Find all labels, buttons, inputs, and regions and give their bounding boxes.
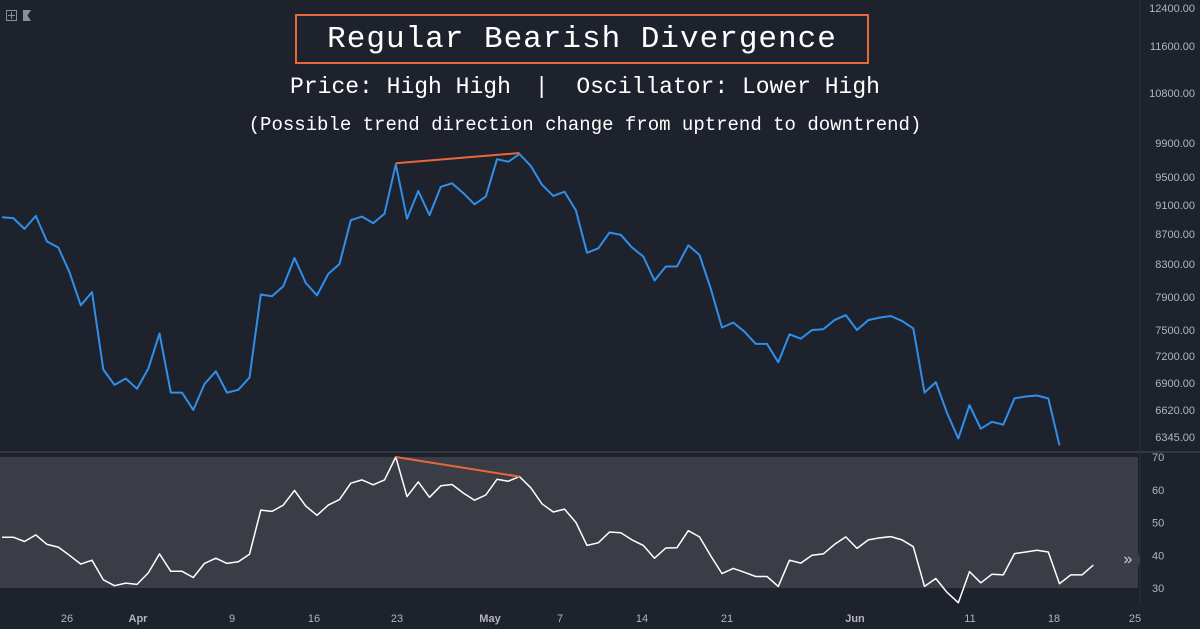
price-tick-label: 7200.00 [1155, 351, 1195, 363]
oscillator-tick-label: 60 [1152, 485, 1164, 497]
oscillator-band [0, 457, 1138, 588]
price-y-axis: 12400.00 11600.00 10800.00 9900.00 9500.00 91… [1149, 3, 1195, 444]
price-tick-label: 10800.00 [1149, 88, 1195, 100]
separator: | [534, 74, 549, 100]
time-tick-label: 18 [1048, 613, 1060, 625]
time-tick-label: 25 [1129, 613, 1141, 625]
price-line [1, 153, 1061, 446]
time-tick-label: 9 [229, 613, 235, 625]
time-tick-label: 7 [557, 613, 563, 625]
flag-icon[interactable] [23, 10, 31, 21]
time-tick-label: May [479, 613, 501, 625]
oscillator-series [1, 456, 1094, 604]
price-series [1, 153, 1061, 446]
oscillator-y-axis: 70 60 50 40 30 [1152, 452, 1164, 595]
time-tick-label: 14 [636, 613, 648, 625]
annotation-note: (Possible trend direction change from up… [248, 114, 922, 136]
annotation-title-box: Regular Bearish Divergence [295, 14, 869, 64]
time-tick-label: 26 [61, 613, 73, 625]
time-tick-label: Jun [845, 613, 865, 625]
price-tick-label: 7900.00 [1155, 292, 1195, 304]
price-tick-label: 8700.00 [1155, 229, 1195, 241]
price-tick-label: 12400.00 [1149, 3, 1195, 15]
oscillator-tick-label: 70 [1152, 452, 1164, 464]
chart-toolbar [6, 10, 31, 21]
price-tick-label: 8300.00 [1155, 259, 1195, 271]
time-tick-label: 21 [721, 613, 733, 625]
annotation-title: Regular Bearish Divergence [327, 21, 837, 57]
annotation-subtitle: Price: High High | Oscillator: Lower Hig… [0, 74, 1170, 100]
time-tick-label: Apr [129, 613, 149, 625]
double-chevron-right-icon[interactable]: » [1116, 548, 1140, 572]
price-tick-label: 9100.00 [1155, 200, 1195, 212]
time-tick-label: 16 [308, 613, 320, 625]
oscillator-condition: Oscillator: Lower High [576, 74, 880, 100]
time-tick-label: 11 [964, 613, 975, 625]
price-tick-label: 6345.00 [1155, 432, 1195, 444]
oscillator-line [2, 456, 1094, 604]
price-tick-label: 9900.00 [1155, 138, 1195, 150]
price-tick-label: 9500.00 [1155, 172, 1195, 184]
time-x-axis: 26 Apr 9 16 23 May 7 14 21 Jun 11 18 25 [61, 613, 1141, 625]
price-tick-label: 6620.00 [1155, 405, 1195, 417]
price-tick-label: 6900.00 [1155, 378, 1195, 390]
oscillator-divergence-line [395, 456, 520, 478]
price-divergence-line [395, 152, 520, 165]
price-tick-label: 7500.00 [1155, 325, 1195, 337]
oscillator-tick-label: 30 [1152, 583, 1164, 595]
time-tick-label: 23 [391, 613, 403, 625]
plus-square-icon[interactable] [6, 10, 17, 21]
price-tick-label: 11600.00 [1150, 41, 1195, 53]
oscillator-tick-label: 50 [1152, 518, 1164, 530]
oscillator-tick-label: 40 [1152, 550, 1164, 562]
price-condition: Price: High High [290, 74, 511, 100]
